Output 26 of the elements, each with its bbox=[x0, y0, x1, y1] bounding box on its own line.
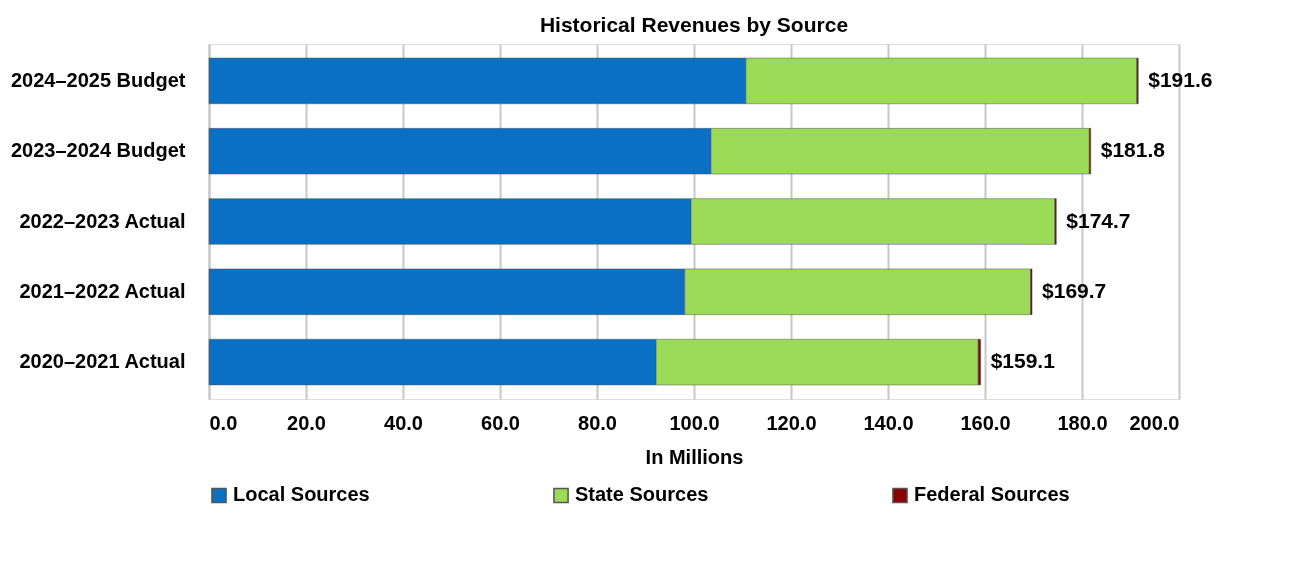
x-axis-title: In Millions bbox=[645, 445, 744, 468]
chart-title: Historical Revenues by Source bbox=[539, 13, 849, 36]
total-label: $181.8 bbox=[1100, 138, 1166, 162]
x-tick-label: 100.0 bbox=[669, 411, 720, 434]
y-tick-label: 2022–2023 Actual bbox=[19, 209, 186, 232]
legend-label: State Sources bbox=[575, 483, 709, 506]
y-tick-label: 2020–2021 Actual bbox=[19, 350, 186, 373]
y-tick-label: 2023–2024 Budget bbox=[10, 139, 186, 162]
x-tick-label: 140.0 bbox=[863, 411, 914, 434]
x-tick-label: 180.0 bbox=[1057, 411, 1108, 434]
y-tick-label: 2024–2025 Budget bbox=[10, 68, 186, 91]
total-label: $159.1 bbox=[990, 349, 1056, 373]
x-tick-label: 120.0 bbox=[766, 411, 817, 434]
y-tick-label: 2021–2022 Actual bbox=[19, 279, 186, 302]
x-tick-label: 60.0 bbox=[481, 411, 520, 434]
x-tick-label: 0.0 bbox=[209, 411, 238, 434]
legend-label: Federal Sources bbox=[914, 483, 1070, 506]
x-tick-label: 200.0 bbox=[1129, 411, 1180, 434]
total-label: $174.7 bbox=[1066, 208, 1131, 232]
total-label: $169.7 bbox=[1042, 278, 1107, 302]
x-tick-label: 160.0 bbox=[960, 411, 1011, 434]
x-tick-label: 80.0 bbox=[578, 411, 617, 434]
x-tick-label: 40.0 bbox=[384, 411, 423, 434]
legend-label: Local Sources bbox=[233, 483, 370, 506]
x-tick-label: 20.0 bbox=[287, 411, 326, 434]
total-label: $191.6 bbox=[1148, 67, 1213, 91]
